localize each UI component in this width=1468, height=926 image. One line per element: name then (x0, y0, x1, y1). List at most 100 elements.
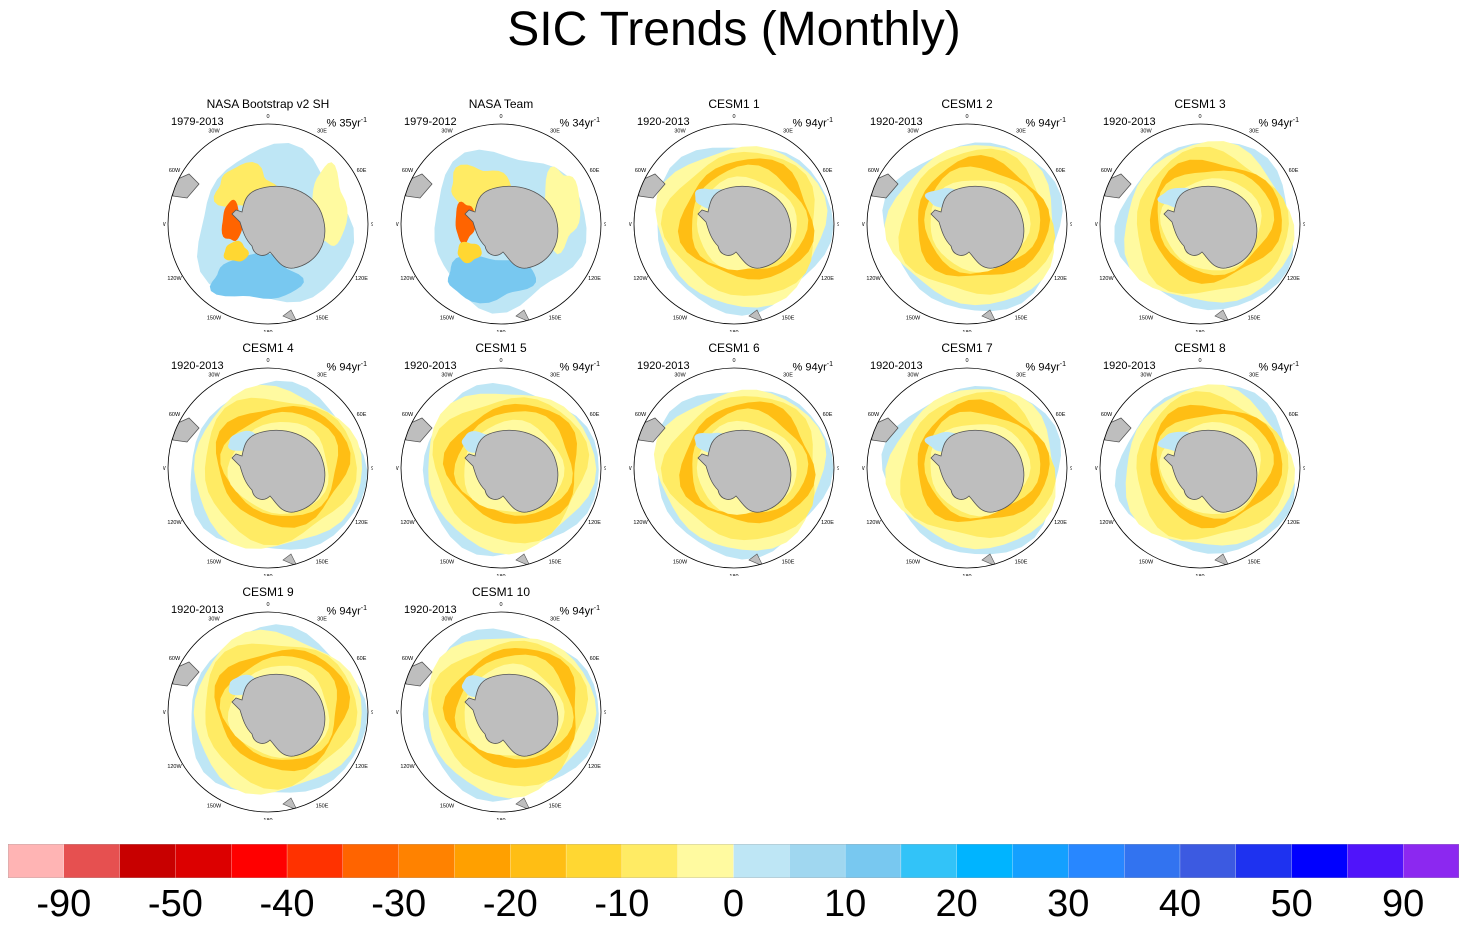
longitude-label: 60W (402, 656, 414, 662)
longitude-label: 150W (906, 316, 921, 322)
panel-period: 1920-2013 (404, 604, 457, 616)
longitude-label: 180 (1195, 574, 1204, 576)
longitude-label: 120W (866, 276, 881, 282)
longitude-label: 30W (1140, 129, 1152, 135)
colorbar-swatch (733, 844, 790, 878)
trend-shade-red (221, 199, 243, 241)
panel-units-exponent: -1 (360, 605, 367, 612)
longitude-label: 90W (396, 222, 399, 228)
longitude-label: 30E (317, 129, 327, 135)
polar-map: 0 30E 60E 90E 120E 150E 180 150W 120W 90W 60W 30W (396, 114, 606, 332)
longitude-label: 0 (499, 114, 502, 120)
longitude-label: 90W (163, 710, 166, 716)
colorbar-swatch (1347, 844, 1404, 878)
longitude-label: 60E (357, 168, 367, 174)
longitude-label: 90E (371, 710, 373, 716)
map-panel: CESM1 5 1920-2013 % 94yr-1 0 30E 60E 90E 120E 15… (396, 341, 606, 576)
polar-map: 0 30E 60E 90E 120E 150E 180 150W 120W 90W 60W 30W (163, 602, 373, 820)
longitude-label: 180 (496, 330, 505, 332)
longitude-label: 180 (962, 330, 971, 332)
longitude-label: 180 (729, 330, 738, 332)
colorbar-tick-label: 40 (1158, 883, 1202, 925)
longitude-label: 180 (496, 574, 505, 576)
longitude-label: 30W (674, 129, 686, 135)
longitude-label: 120E (588, 764, 601, 770)
panel-units: % 94yr-1 (560, 358, 600, 375)
colorbar-swatch (342, 844, 400, 878)
panel-title: NASA Team (468, 97, 534, 111)
panel-units-text: % 94yr (326, 361, 361, 374)
panel-units: % 94yr-1 (793, 114, 833, 131)
colorbar-swatch (231, 844, 288, 878)
colorbar-tick-label: 10 (823, 883, 867, 925)
longitude-label: 90W (629, 222, 632, 228)
sea-ice-trend-field (869, 386, 1061, 567)
longitude-label: 30W (208, 373, 220, 379)
longitude-label: 30W (441, 373, 453, 379)
panel-units-text: % 94yr (1025, 361, 1060, 374)
map-panel: NASA Team 1979-2012 % 34yr-1 0 30E 60E 90E 120E… (396, 97, 606, 332)
panel-title: CESM1 6 (708, 341, 760, 355)
panel-units-exponent: -1 (1292, 361, 1299, 368)
panel-units: % 94yr-1 (1026, 114, 1066, 131)
longitude-label: 60E (1056, 168, 1066, 174)
longitude-label: 60W (169, 656, 181, 662)
longitude-label: 120W (1099, 520, 1114, 526)
longitude-label: 60W (635, 412, 647, 418)
panel-units: % 94yr-1 (1026, 358, 1066, 375)
longitude-label: 30W (907, 373, 919, 379)
map-panel: CESM1 8 1920-2013 % 94yr-1 0 30E 60E 90E 120E 15… (1095, 341, 1305, 576)
longitude-label: 90W (396, 466, 399, 472)
colorbar-tick-label: 50 (1270, 883, 1313, 925)
trend-shade-yellow-small (223, 240, 249, 262)
longitude-label: 150E (549, 804, 562, 810)
longitude-label: 120W (400, 520, 415, 526)
colorbar-tick-label: -50 (147, 883, 203, 925)
longitude-label: 0 (499, 358, 502, 364)
new-zealand-land (515, 309, 531, 323)
panel-units-exponent: -1 (593, 605, 600, 612)
antarctica-land (464, 429, 559, 513)
longitude-label: 30W (441, 129, 453, 135)
panel-period: 1920-2013 (404, 360, 457, 372)
new-zealand-land (515, 797, 531, 811)
antarctica-land (231, 673, 326, 757)
map-panel: CESM1 3 1920-2013 % 94yr-1 0 30E 60E 90E 120E 15… (1095, 97, 1305, 332)
longitude-label: 90E (371, 222, 373, 228)
longitude-label: 60E (1289, 168, 1299, 174)
longitude-label: 30E (783, 129, 793, 135)
longitude-label: 30E (1016, 129, 1026, 135)
panel-units-exponent: -1 (1292, 117, 1299, 124)
new-zealand-land (981, 553, 997, 567)
colorbar-swatch (900, 844, 958, 878)
longitude-label: 180 (729, 574, 738, 576)
colorbar-tick-label: -10 (594, 883, 650, 925)
map-panel: CESM1 1 1920-2013 % 94yr-1 0 30E 60E 90E 120E 15… (629, 97, 839, 332)
polar-map: 0 30E 60E 90E 120E 150E 180 150W 120W 90W 60W 30W (396, 358, 606, 576)
panel-units-text: % 35yr (326, 117, 361, 130)
longitude-label: 60E (590, 168, 600, 174)
map-panel: CESM1 7 1920-2013 % 94yr-1 0 30E 60E 90E 120E 15… (862, 341, 1072, 576)
map-panel: CESM1 2 1920-2013 % 94yr-1 0 30E 60E 90E 120E 15… (862, 97, 1072, 332)
new-zealand-land (981, 309, 997, 323)
longitude-label: 60E (357, 412, 367, 418)
longitude-label: 150W (207, 560, 222, 566)
panel-period: 1920-2013 (171, 604, 224, 616)
longitude-label: 120E (588, 520, 601, 526)
longitude-label: 120E (1054, 520, 1067, 526)
longitude-label: 120W (167, 276, 182, 282)
panel-units-text: % 94yr (1258, 361, 1293, 374)
longitude-label: 60W (169, 168, 181, 174)
panel-units-text: % 94yr (1025, 117, 1060, 130)
new-zealand-land (282, 553, 298, 567)
longitude-label: 150W (906, 560, 921, 566)
longitude-label: 120E (821, 520, 834, 526)
colorbar-tick-label: -90 (36, 883, 92, 925)
longitude-label: 60W (402, 168, 414, 174)
longitude-label: 60W (868, 168, 880, 174)
sea-ice-trend-field (403, 383, 599, 567)
polar-map: 0 30E 60E 90E 120E 150E 180 150W 120W 90W 60W 30W (629, 358, 839, 576)
longitude-label: 180 (962, 574, 971, 576)
antarctica-land (231, 429, 326, 513)
longitude-label: 150E (782, 316, 795, 322)
